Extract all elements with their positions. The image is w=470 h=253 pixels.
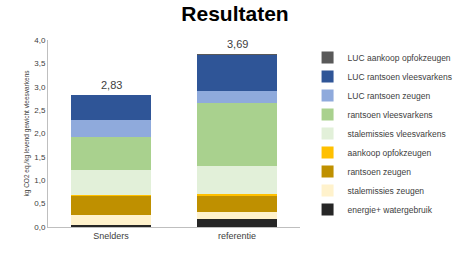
svg-text:referentie: referentie	[218, 231, 256, 241]
svg-text:2,5: 2,5	[34, 106, 46, 115]
svg-text:3,69: 3,69	[227, 38, 248, 50]
svg-text:stalemissies vleesvarkens: stalemissies vleesvarkens	[348, 129, 446, 139]
svg-text:1,0: 1,0	[34, 176, 46, 185]
svg-text:Resultaten: Resultaten	[181, 2, 288, 25]
svg-text:LUC aankoop opfokzeugen: LUC aankoop opfokzeugen	[348, 53, 451, 63]
svg-text:rantsoen vleesvarkens: rantsoen vleesvarkens	[348, 110, 433, 120]
svg-text:0,0: 0,0	[34, 223, 46, 232]
svg-text:LUC rantsoen vleesvarkens: LUC rantsoen vleesvarkens	[348, 72, 452, 82]
svg-text:0,5: 0,5	[34, 199, 46, 208]
svg-text:4,0: 4,0	[34, 36, 46, 45]
svg-text:rantsoen zeugen: rantsoen zeugen	[348, 167, 412, 177]
svg-text:3,0: 3,0	[34, 83, 46, 92]
svg-text:3,5: 3,5	[34, 59, 46, 68]
svg-text:aankoop opfokzeugen: aankoop opfokzeugen	[348, 148, 432, 158]
svg-text:2,83: 2,83	[101, 79, 122, 91]
svg-text:1,5: 1,5	[34, 153, 46, 162]
svg-text:kg CO2 eq./kg levend gewicht v: kg CO2 eq./kg levend gewicht vleesvarken…	[23, 70, 31, 197]
svg-text:energie+ watergebruik: energie+ watergebruik	[348, 205, 433, 215]
svg-text:stalemissies zeugen: stalemissies zeugen	[348, 186, 425, 196]
svg-text:2,0: 2,0	[34, 129, 46, 138]
svg-text:LUC rantsoen zeugen: LUC rantsoen zeugen	[348, 91, 431, 101]
svg-text:Snelders: Snelders	[93, 231, 129, 241]
